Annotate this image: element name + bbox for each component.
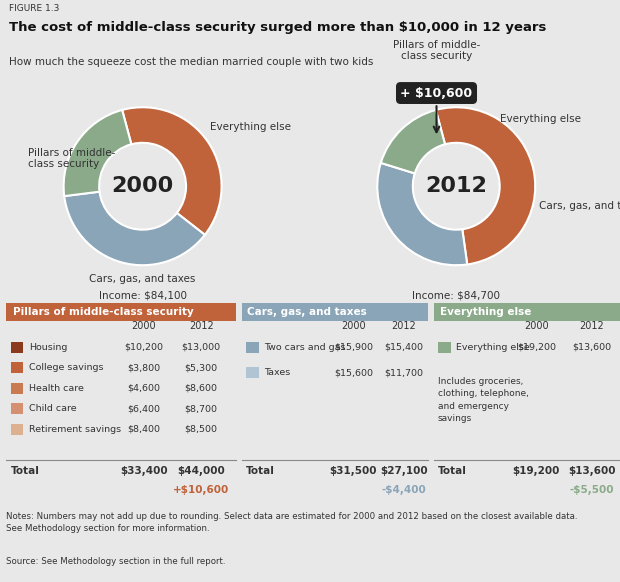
Text: $15,600: $15,600 [334,368,373,377]
Text: 2000: 2000 [341,321,366,331]
Text: 2012: 2012 [189,321,213,331]
Text: The cost of middle-class security surged more than $10,000 in 12 years: The cost of middle-class security surged… [9,21,547,34]
Text: Income: $84,700: Income: $84,700 [412,290,500,300]
Text: Notes: Numbers may not add up due to rounding. Select data are estimated for 200: Notes: Numbers may not add up due to rou… [6,512,578,533]
FancyBboxPatch shape [11,403,24,414]
FancyBboxPatch shape [246,342,259,353]
Text: -$4,400: -$4,400 [381,485,426,495]
Text: Pillars of middle-class security: Pillars of middle-class security [13,307,194,317]
Text: $8,600: $8,600 [185,384,218,393]
Text: Two cars and gas: Two cars and gas [264,343,345,352]
FancyBboxPatch shape [246,367,259,378]
Text: $31,500: $31,500 [330,466,377,476]
Text: $33,400: $33,400 [120,466,167,476]
Text: $10,200: $10,200 [125,343,163,352]
Text: Cars, gas, and taxes: Cars, gas, and taxes [539,201,620,211]
Text: Everything else: Everything else [440,307,531,317]
FancyBboxPatch shape [11,342,24,353]
Text: $15,900: $15,900 [334,343,373,352]
Text: Everything else: Everything else [500,114,581,124]
Text: Income: $84,100: Income: $84,100 [99,290,187,300]
Text: + $10,600: + $10,600 [401,87,472,100]
Text: $8,400: $8,400 [127,425,161,434]
Text: $11,700: $11,700 [384,368,423,377]
Wedge shape [64,110,131,196]
Text: $19,200: $19,200 [513,466,560,476]
Text: Total: Total [246,466,275,476]
Text: How much the squeeze cost the median married couple with two kids: How much the squeeze cost the median mar… [9,57,374,67]
Text: 2000: 2000 [112,176,174,196]
Text: Everything else: Everything else [456,343,530,352]
Text: Pillars of middle-
class security: Pillars of middle- class security [28,148,115,169]
Text: College savings: College savings [29,363,104,372]
FancyBboxPatch shape [242,303,428,321]
Text: $19,200: $19,200 [517,343,556,352]
Text: FIGURE 1.3: FIGURE 1.3 [9,4,60,13]
Text: Cars, gas, and taxes: Cars, gas, and taxes [89,275,196,285]
Text: Housing: Housing [29,343,68,352]
Text: $27,100: $27,100 [380,466,427,476]
Text: $15,400: $15,400 [384,343,423,352]
FancyBboxPatch shape [11,424,24,435]
Text: Total: Total [438,466,467,476]
FancyBboxPatch shape [434,303,620,321]
Wedge shape [381,110,445,173]
Wedge shape [64,191,205,265]
Text: Taxes: Taxes [264,368,290,377]
Text: 2000: 2000 [524,321,549,331]
FancyBboxPatch shape [11,382,24,394]
Text: $5,300: $5,300 [185,363,218,372]
FancyBboxPatch shape [438,342,451,353]
Text: $13,600: $13,600 [572,343,612,352]
Text: +$10,600: +$10,600 [173,485,229,495]
Text: $8,500: $8,500 [185,425,218,434]
Text: $13,600: $13,600 [569,466,616,476]
FancyBboxPatch shape [11,362,24,374]
Text: $6,400: $6,400 [127,404,161,413]
Text: $4,600: $4,600 [127,384,161,393]
Text: 2012: 2012 [391,321,416,331]
Text: Everything else: Everything else [210,122,291,132]
Text: 2000: 2000 [131,321,156,331]
FancyBboxPatch shape [6,303,236,321]
Text: $3,800: $3,800 [127,363,161,372]
Text: Health care: Health care [29,384,84,393]
Text: Includes groceries,
clothing, telephone,
and emergency
savings: Includes groceries, clothing, telephone,… [438,377,529,423]
Text: Child care: Child care [29,404,77,413]
Text: $13,000: $13,000 [182,343,221,352]
Wedge shape [436,107,535,264]
Text: Source: See Methodology section in the full report.: Source: See Methodology section in the f… [6,558,226,566]
Text: 2012: 2012 [580,321,604,331]
Text: Total: Total [11,466,40,476]
Text: $8,700: $8,700 [185,404,218,413]
Wedge shape [122,107,221,235]
Text: Cars, gas, and taxes: Cars, gas, and taxes [247,307,367,317]
Text: Retirement savings: Retirement savings [29,425,122,434]
Text: 2012: 2012 [425,176,487,196]
Text: Pillars of middle-
class security: Pillars of middle- class security [393,40,480,62]
Wedge shape [377,163,467,265]
Text: $44,000: $44,000 [177,466,225,476]
Text: -$5,500: -$5,500 [570,485,614,495]
